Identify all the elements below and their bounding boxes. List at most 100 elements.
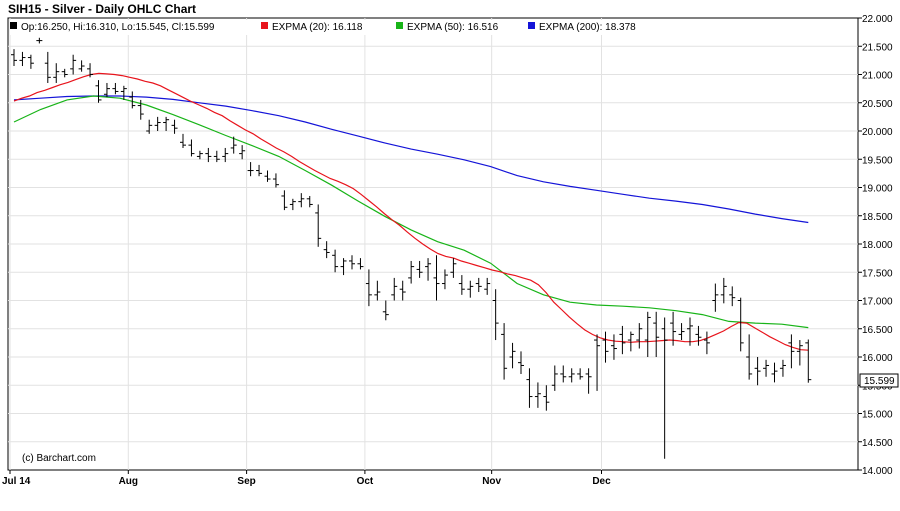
ohlc-bar	[196, 150, 203, 160]
ohlc-bar	[450, 258, 457, 278]
ohlc-bar	[805, 339, 812, 383]
ohlc-bar	[120, 85, 127, 100]
ohlc-bar	[754, 357, 761, 386]
ohlc-bar	[568, 368, 575, 383]
ohlc-bar	[11, 49, 17, 67]
ohlc-bar	[644, 311, 651, 357]
ohlc-bar	[281, 190, 288, 211]
ohlc-bar	[95, 80, 102, 103]
ohlc-bar	[399, 280, 406, 301]
y-tick-label: 20.000	[862, 127, 893, 138]
ema20-line	[13, 72, 809, 351]
ohlc-bar	[112, 82, 119, 95]
ohlc-bar	[408, 260, 415, 284]
ohlc-bar	[771, 362, 778, 383]
ohlc-bar	[763, 359, 770, 377]
y-tick-label: 21.000	[862, 71, 893, 82]
ohlc-bar	[298, 193, 305, 208]
y-tick-label: 21.500	[862, 42, 893, 53]
x-tick-label: Oct	[357, 476, 374, 487]
legend: Op:16.250, Hi:16.310, Lo:15.545, Cl:15.5…	[10, 20, 650, 35]
ohlc-bar	[619, 325, 626, 355]
ohlc-bar	[357, 258, 364, 270]
ohlc-bar	[441, 269, 448, 290]
ohlc-bar	[602, 331, 609, 363]
x-tick-label: Dec	[592, 476, 611, 487]
legend-swatch	[10, 22, 17, 29]
ohlc-bar	[27, 54, 34, 69]
ohlc-bar	[670, 311, 677, 346]
ohlc-bar	[188, 139, 195, 157]
y-tick-label: 14.000	[862, 466, 893, 477]
legend-swatch	[396, 22, 403, 29]
y-tick-label: 15.000	[862, 410, 893, 421]
ohlc-bar	[492, 289, 499, 341]
copyright-text: (c) Barchart.com	[22, 453, 96, 464]
ohlc-bar	[712, 283, 719, 312]
ohlc-bar	[475, 277, 482, 293]
ohlc-bar	[332, 249, 339, 273]
x-tick-label: Nov	[482, 476, 501, 487]
y-tick-label: 17.500	[862, 268, 893, 279]
ohlc-bar	[534, 382, 541, 408]
ema200-line	[13, 95, 809, 224]
ema50-series	[13, 95, 809, 329]
ohlc-bar	[78, 60, 85, 72]
legend-background	[10, 20, 650, 35]
legend-label: EXPMA (20): 16.118	[272, 22, 363, 33]
x-tick-label: Sep	[237, 476, 255, 487]
ema50-line	[13, 95, 809, 329]
ohlc-bar	[518, 351, 524, 374]
ohlc-bar	[636, 323, 643, 349]
ohlc-bar	[36, 37, 43, 44]
ohlc-bar	[594, 334, 601, 391]
ohlc-bar	[720, 277, 727, 304]
chart-title: SIH15 - Silver - Daily OHLC Chart	[8, 2, 196, 16]
ohlc-bar	[458, 275, 465, 295]
x-tick-label: Aug	[119, 476, 138, 487]
ohlc-bar	[103, 82, 110, 98]
ohlc-bars	[11, 37, 812, 459]
ohlc-bar	[19, 51, 26, 67]
ohlc-bar	[365, 269, 372, 307]
last-price-marker: 15.599	[859, 373, 899, 388]
ohlc-bar	[416, 260, 423, 278]
ohlc-bar	[213, 150, 220, 163]
ohlc-bar	[70, 54, 77, 75]
ohlc-bar	[746, 334, 753, 380]
ohlc-bar	[374, 280, 381, 301]
ohlc-bar	[551, 365, 558, 391]
ohlc-bar	[382, 300, 389, 321]
ohlc-bar	[653, 311, 660, 357]
ohlc-bar	[340, 258, 347, 276]
ohlc-bar	[205, 147, 212, 163]
ohlc-bar	[61, 68, 68, 78]
ohlc-bar	[239, 145, 246, 160]
ohlc-bar	[323, 241, 330, 259]
ohlc-bar	[788, 334, 795, 369]
ohlc-bar	[729, 286, 736, 307]
y-tick-label: 17.000	[862, 297, 893, 308]
ohlc-bar	[163, 116, 170, 131]
legend-label: EXPMA (200): 18.378	[539, 22, 636, 33]
ohlc-bar	[543, 385, 550, 411]
ohlc-bar	[171, 119, 178, 134]
y-tick-label: 22.000	[862, 14, 893, 25]
ohlc-bar	[703, 331, 710, 355]
x-axis: Jul 14 Aug Sep Oct Nov Dec	[2, 470, 611, 487]
ohlc-bar	[577, 368, 584, 380]
ohlc-bar	[610, 334, 617, 360]
legend-label: EXPMA (50): 16.516	[407, 22, 499, 33]
legend-swatch	[528, 22, 535, 29]
ohlc-bar	[129, 91, 136, 109]
y-tick-label: 19.500	[862, 155, 893, 166]
ohlc-bar	[230, 136, 237, 154]
y-tick-label: 16.500	[862, 325, 893, 336]
ohlc-bar	[272, 173, 279, 188]
ohlc-bar	[560, 365, 567, 383]
y-tick-label: 16.000	[862, 353, 893, 364]
y-tick-label: 14.500	[862, 438, 893, 449]
ohlc-bar	[627, 331, 634, 352]
ohlc-bar	[137, 99, 144, 120]
